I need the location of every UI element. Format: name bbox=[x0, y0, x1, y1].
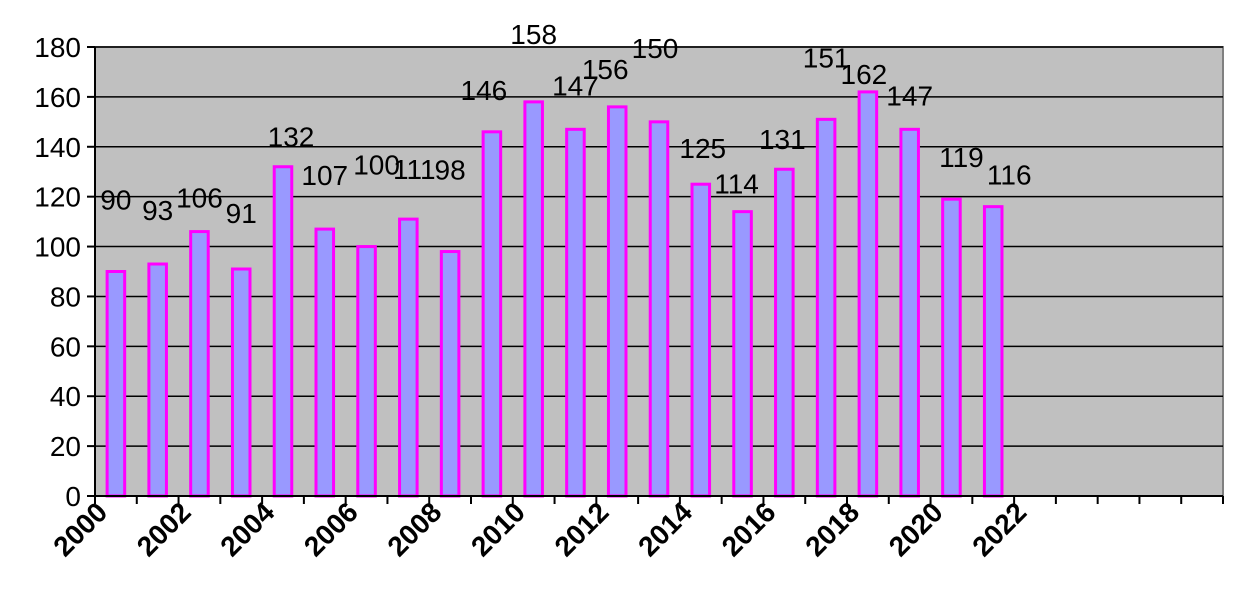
x-tick-label: 2010 bbox=[465, 496, 531, 562]
data-label-2010: 158 bbox=[510, 19, 557, 50]
bar-2004 bbox=[272, 165, 294, 498]
data-label-2020: 119 bbox=[939, 142, 984, 173]
data-label-2015: 114 bbox=[714, 169, 759, 200]
data-label-2004: 132 bbox=[268, 122, 315, 153]
bar-2014 bbox=[690, 182, 712, 498]
x-tick-label: 2006 bbox=[298, 496, 364, 562]
bar-2001 bbox=[147, 262, 168, 498]
y-tick-label: 120 bbox=[34, 182, 81, 213]
data-label-2002: 106 bbox=[176, 183, 223, 214]
data-label-2012: 156 bbox=[582, 54, 629, 85]
bar-2006 bbox=[356, 245, 377, 498]
y-tick-label: 80 bbox=[50, 281, 81, 312]
bar-2015 bbox=[732, 210, 753, 498]
x-tick-label: 2008 bbox=[381, 496, 447, 562]
x-tick-label: 2000 bbox=[47, 496, 113, 562]
x-tick-labels: 2000 2002 2004 2006 2008 2010 2012 2014 2016 2018… bbox=[47, 496, 1032, 562]
data-label-2009: 146 bbox=[461, 75, 508, 106]
data-label-2016: 131 bbox=[759, 124, 806, 155]
y-tick-label: 160 bbox=[34, 82, 81, 113]
data-label-2006: 100 bbox=[353, 150, 400, 181]
y-tick-label: 20 bbox=[50, 431, 81, 462]
data-label-2013: 150 bbox=[632, 33, 679, 64]
data-label-2008: 98 bbox=[435, 155, 466, 186]
bar-2010 bbox=[523, 100, 544, 498]
data-label-2005: 107 bbox=[301, 160, 348, 191]
x-tick-label: 2002 bbox=[131, 496, 197, 562]
bar-2017 bbox=[815, 117, 837, 498]
bar-2018 bbox=[857, 90, 879, 498]
bar-2003 bbox=[230, 267, 252, 498]
y-tick-label: 40 bbox=[50, 381, 81, 412]
bar-2021 bbox=[982, 205, 1004, 498]
y-tick-label: 100 bbox=[34, 232, 81, 263]
bar-2016 bbox=[774, 167, 795, 498]
bar-2011 bbox=[565, 127, 586, 498]
data-label-2017: 151 bbox=[803, 42, 850, 73]
bar-2020 bbox=[941, 197, 962, 498]
y-tick-label: 180 bbox=[34, 32, 81, 63]
bar-2008 bbox=[439, 250, 461, 498]
bar-2013 bbox=[648, 120, 670, 498]
bar-2005 bbox=[314, 227, 336, 498]
bar-2000 bbox=[105, 270, 127, 498]
x-tick-label: 2020 bbox=[883, 496, 949, 562]
x-tick-label: 2004 bbox=[214, 496, 280, 562]
x-tick-label: 2016 bbox=[716, 496, 782, 562]
data-label-2014: 125 bbox=[679, 133, 726, 164]
axes bbox=[87, 46, 1224, 504]
data-label-2007: 111 bbox=[393, 154, 436, 185]
x-tick-label: 2022 bbox=[966, 496, 1032, 562]
data-label-2000: 90 bbox=[100, 185, 131, 216]
bars bbox=[105, 90, 1004, 498]
bar-2002 bbox=[189, 230, 210, 498]
y-tick-label: 0 bbox=[65, 481, 81, 512]
x-tick-label: 2012 bbox=[549, 496, 615, 562]
data-label-2021: 116 bbox=[987, 160, 1032, 191]
data-label-2011: 147 bbox=[552, 70, 599, 101]
x-tick-label: 2018 bbox=[799, 496, 865, 562]
data-label-2018: 162 bbox=[841, 59, 888, 90]
bar-2012 bbox=[606, 105, 628, 498]
bar-2019 bbox=[899, 127, 920, 498]
data-label-2003: 91 bbox=[226, 198, 257, 229]
bar-2007 bbox=[398, 217, 419, 498]
x-tick-label: 2014 bbox=[632, 496, 698, 562]
y-tick-labels: 0 20 40 60 80 100 120 140 160 180 bbox=[34, 32, 81, 512]
y-tick-label: 140 bbox=[34, 132, 81, 163]
y-tick-label: 60 bbox=[50, 331, 81, 362]
data-label-2001: 93 bbox=[142, 195, 173, 226]
data-label-2019: 147 bbox=[886, 80, 933, 111]
bar-2009 bbox=[481, 130, 503, 498]
